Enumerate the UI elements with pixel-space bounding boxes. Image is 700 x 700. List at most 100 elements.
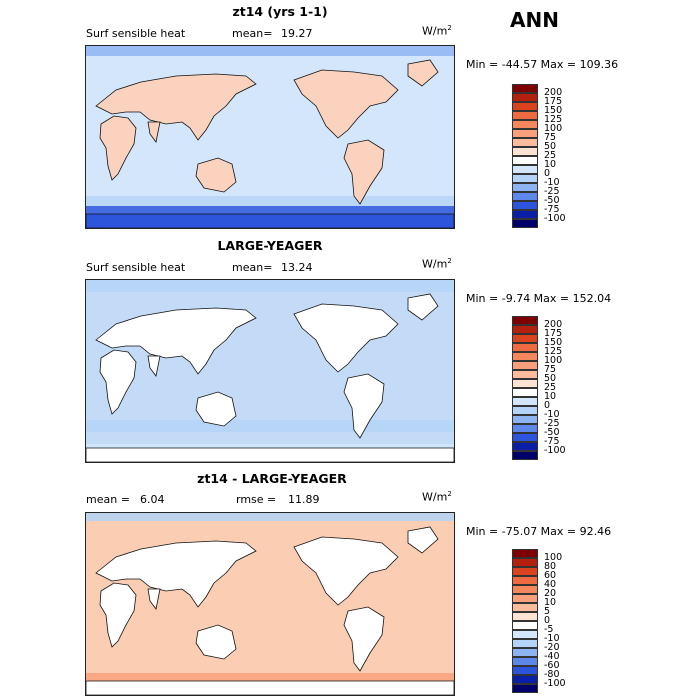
mean-label: mean =: [86, 493, 130, 506]
colorbar-swatch: [512, 621, 538, 630]
units-label: W/m2: [422, 24, 452, 38]
colorbar-swatch: [512, 343, 538, 352]
units-label: W/m2: [422, 257, 452, 271]
mean-value: 13.24: [281, 261, 313, 274]
colorbar-tick-label: 200: [544, 319, 563, 330]
mean-label: mean=: [232, 27, 273, 40]
world-map-bottom: [86, 513, 454, 695]
colorbar-swatch: [512, 639, 538, 648]
map-panel-top: [85, 45, 455, 229]
colorbar-tick-label: 20: [544, 588, 557, 599]
rmse-label: rmse =: [236, 493, 277, 506]
colorbar-swatch: [512, 370, 538, 379]
colorbar-tick-label: 0: [544, 615, 551, 626]
colorbar-swatch: [512, 648, 538, 657]
colorbar-swatch: [512, 334, 538, 343]
colorbar-swatch: [512, 361, 538, 370]
continent-antarctica: [86, 680, 454, 695]
colorbar-swatch: [512, 138, 538, 147]
colorbar-tick-label: 50: [544, 141, 557, 152]
field-band: [86, 46, 454, 56]
colorbar-tick-label: 100: [544, 355, 563, 366]
minmax-label: Min = -75.07 Max = 92.46: [466, 525, 612, 538]
colorbar-swatch: [512, 442, 538, 451]
colorbar-tick-label: 175: [544, 96, 563, 107]
panel-title: zt14 - LARGE-YEAGER: [197, 471, 347, 486]
rmse-value: 11.89: [288, 493, 320, 506]
colorbar-tick-label: 10: [544, 597, 557, 608]
colorbar-tick-label: -50: [544, 195, 560, 206]
season-label: ANN: [510, 8, 559, 32]
colorbar-tick-label: -80: [544, 669, 560, 680]
colorbar-swatch: [512, 219, 538, 228]
colorbar-swatch: [512, 388, 538, 397]
colorbar-tick-label: 25: [544, 382, 557, 393]
mean-label: mean=: [232, 261, 273, 274]
colorbar-tick-label: 100: [544, 552, 563, 563]
colorbar-swatch: [512, 451, 538, 460]
colorbar-swatch: [512, 210, 538, 219]
variable-label: Surf sensible heat: [86, 261, 186, 274]
colorbar-tick-label: 100: [544, 123, 563, 134]
colorbar-swatch: [512, 129, 538, 138]
colorbar-swatch: [512, 147, 538, 156]
panel-title: zt14 (yrs 1-1): [232, 4, 328, 19]
continent-australia: [195, 391, 237, 427]
colorbar-tick-label: -20: [544, 642, 560, 653]
colorbar-tick-label: -10: [544, 177, 560, 188]
colorbar-swatch: [512, 352, 538, 361]
colorbar-swatch: [512, 183, 538, 192]
colorbar-swatch: [512, 594, 538, 603]
continent-antarctica: [86, 213, 454, 228]
colorbar-tick-label: -100: [544, 445, 566, 456]
colorbar-tick-label: -25: [544, 418, 560, 429]
map-panel-middle: [85, 279, 455, 463]
colorbar-swatch: [512, 415, 538, 424]
colorbar-swatch: [512, 102, 538, 111]
colorbar-swatch: [512, 379, 538, 388]
ocean-field: [86, 513, 454, 695]
colorbar-swatch: [512, 433, 538, 442]
colorbar-swatch: [512, 675, 538, 684]
colorbar-tick-label: 150: [544, 337, 563, 348]
colorbar-swatch: [512, 84, 538, 93]
colorbar-tick-label: 0: [544, 400, 551, 411]
colorbar-tick-label: -100: [544, 678, 566, 689]
continent-europe-asia: [95, 540, 257, 608]
continent-africa: [99, 582, 137, 648]
colorbar-swatch: [512, 666, 538, 675]
field-band: [86, 196, 454, 206]
colorbar-tick-label: -50: [544, 427, 560, 438]
continent-africa: [99, 349, 137, 415]
panel-title: LARGE-YEAGER: [217, 238, 323, 253]
colorbar-tick-label: 10: [544, 159, 557, 170]
colorbar-tick-label: 80: [544, 561, 557, 572]
colorbar-swatch: [512, 657, 538, 666]
colorbar-tick-label: 200: [544, 87, 563, 98]
colorbar-swatch: [512, 406, 538, 415]
colorbar-swatch: [512, 558, 538, 567]
variable-label: Surf sensible heat: [86, 27, 186, 40]
colorbar-tick-label: -25: [544, 186, 560, 197]
minmax-label: Min = -44.57 Max = 109.36: [466, 58, 619, 71]
colorbar-tick-label: 125: [544, 114, 563, 125]
colorbar-tick-label: -10: [544, 633, 560, 644]
continent-india: [147, 121, 161, 143]
colorbar-swatch: [512, 585, 538, 594]
colorbar-tick-label: 125: [544, 346, 563, 357]
continent-europe-asia: [95, 307, 257, 375]
colorbar-tick-label: -10: [544, 409, 560, 420]
minmax-label: Min = -9.74 Max = 152.04: [466, 292, 612, 305]
continent-australia: [195, 157, 237, 193]
colorbar-swatch: [512, 174, 538, 183]
continent-europe-asia: [95, 73, 257, 141]
colorbar-tick-label: 40: [544, 579, 557, 590]
continent-india: [147, 355, 161, 377]
field-band: [86, 280, 454, 292]
colorbar-swatch: [512, 576, 538, 585]
colorbar-swatch: [512, 684, 538, 693]
continent-greenland: [407, 59, 439, 87]
continent-south-america: [343, 139, 385, 205]
colorbar-tick-label: 10: [544, 391, 557, 402]
colorbar-tick-label: 75: [544, 364, 557, 375]
